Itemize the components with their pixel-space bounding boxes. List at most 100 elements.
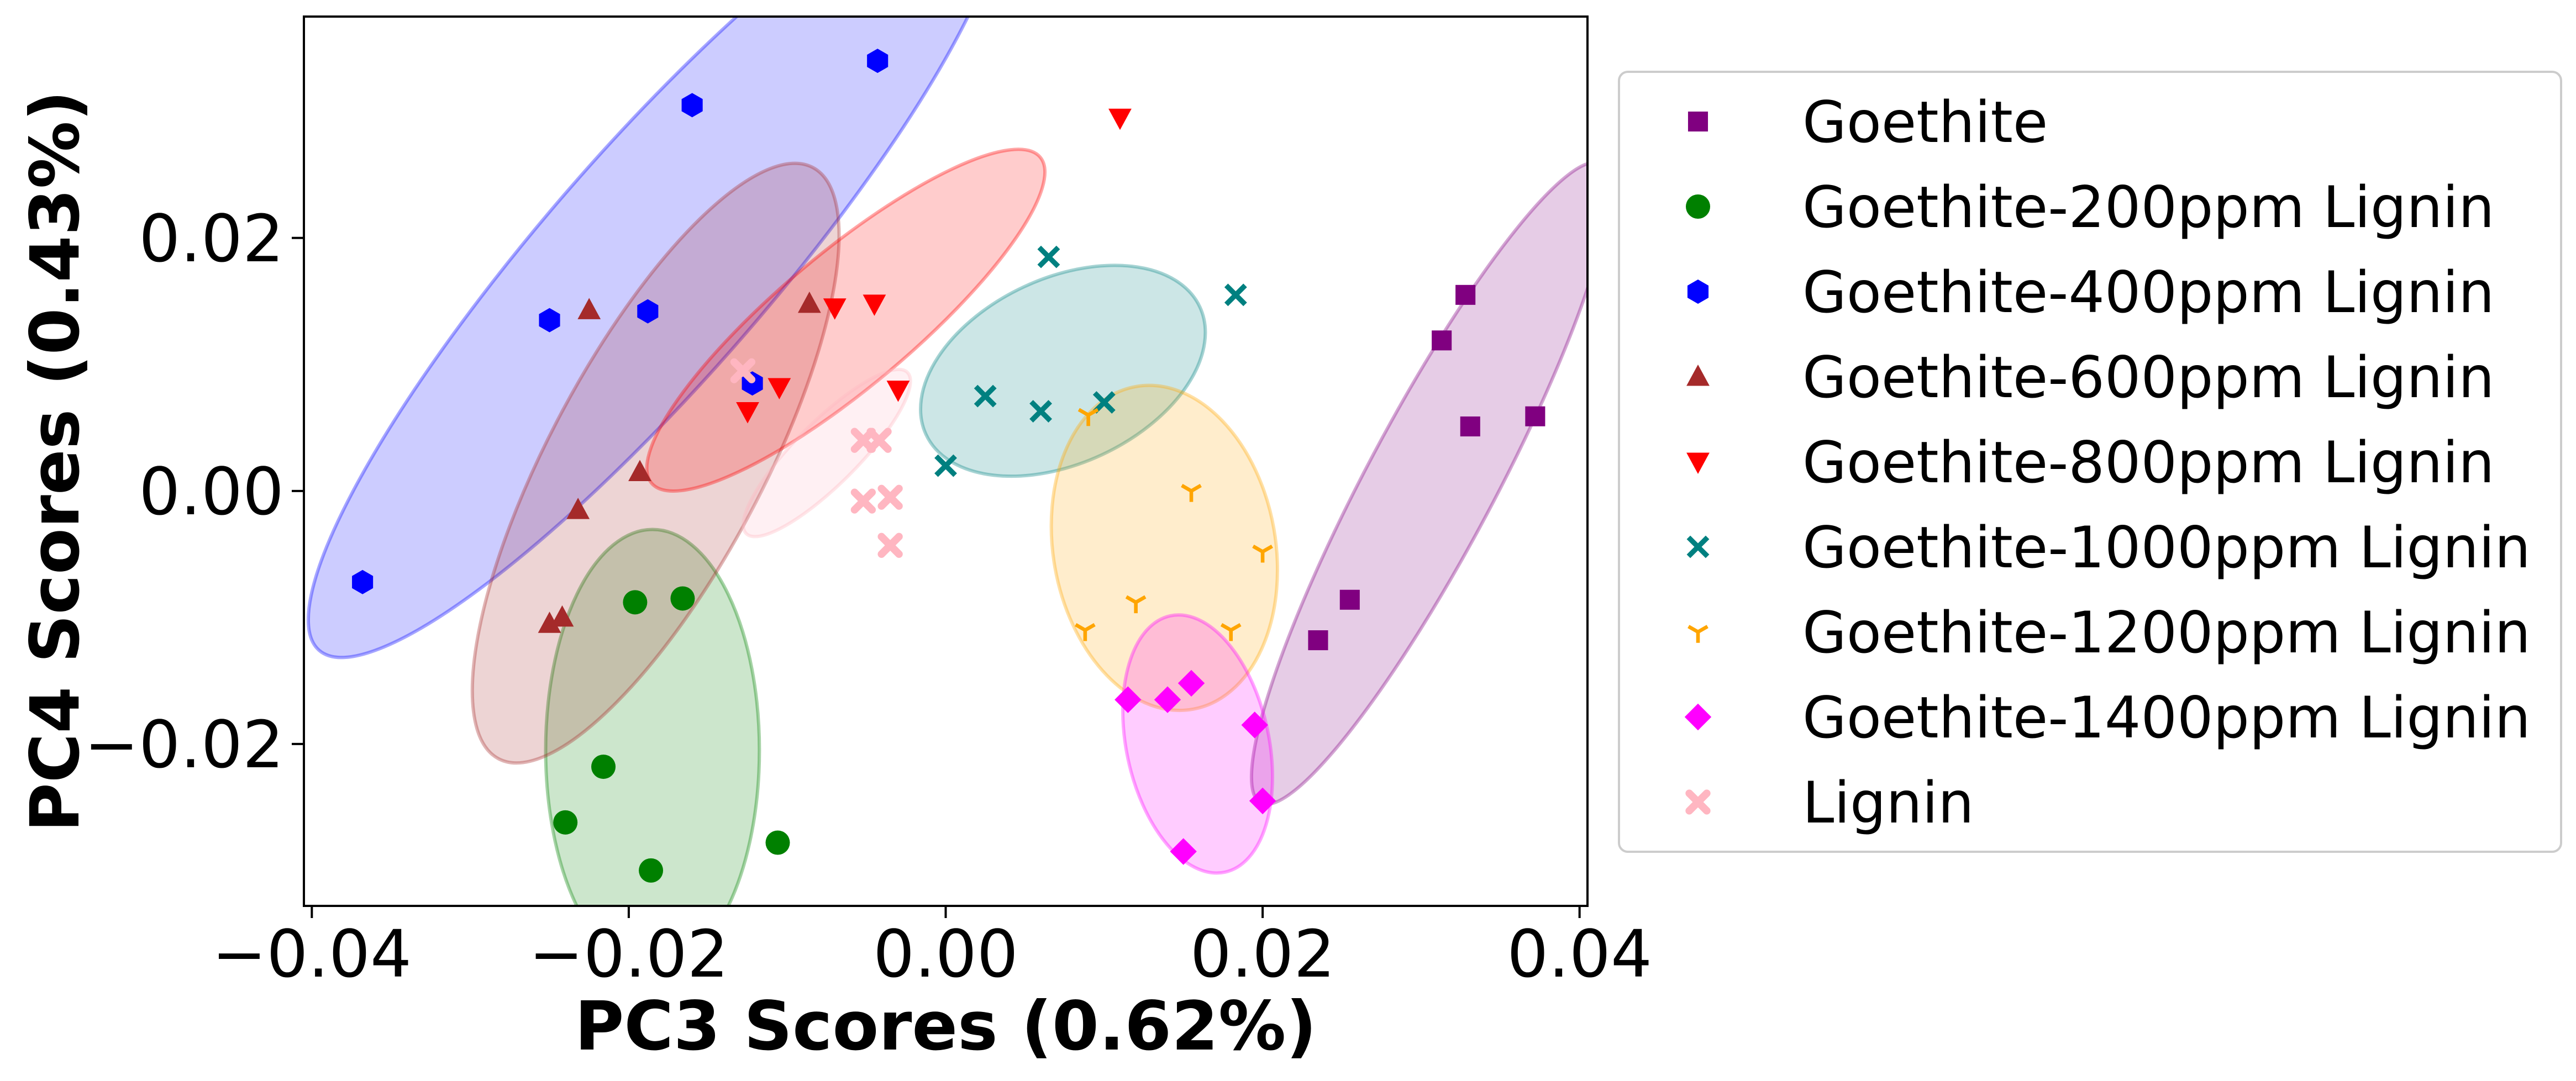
legend-marker-goethite xyxy=(1687,111,1708,132)
point-goethite-600ppm-lignin xyxy=(628,460,651,481)
series-goethite xyxy=(1308,284,1545,651)
point-goethite-1200ppm-lignin xyxy=(1075,623,1096,641)
point-goethite-800ppm-lignin xyxy=(736,402,759,424)
legend-marker-lignin xyxy=(1685,789,1711,815)
point-goethite-600ppm-lignin xyxy=(538,611,561,633)
point-goethite-1000ppm-lignin xyxy=(1224,283,1247,307)
y-tick-label: 0.02 xyxy=(139,201,284,277)
point-goethite-1400ppm-lignin xyxy=(1241,711,1268,739)
point-goethite xyxy=(1339,589,1360,610)
point-goethite-600ppm-lignin xyxy=(566,498,590,519)
point-goethite-400ppm-lignin xyxy=(637,299,659,324)
point-goethite-1200ppm-lignin xyxy=(1125,595,1147,614)
ellipse-goethite-1000ppm-lignin xyxy=(919,263,1207,478)
legend-marker-goethite-200ppm-lignin xyxy=(1686,194,1710,219)
series-goethite-400ppm-lignin xyxy=(352,49,889,594)
point-goethite-600ppm-lignin xyxy=(797,291,821,313)
legend-label-goethite-600ppm-lignin: Goethite-600ppm Lignin xyxy=(1802,345,2494,411)
legend-label-goethite: Goethite xyxy=(1802,89,2048,156)
point-goethite-800ppm-lignin xyxy=(823,298,847,320)
series-goethite-1200ppm-lignin xyxy=(1075,408,1273,641)
legend-item-goethite-800ppm-lignin: Goethite-800ppm Lignin xyxy=(1686,430,2494,496)
point-lignin xyxy=(850,488,876,514)
point-lignin xyxy=(730,358,756,383)
legend-label-lignin: Lignin xyxy=(1802,770,1974,836)
legend-item-goethite-600ppm-lignin: Goethite-600ppm Lignin xyxy=(1686,345,2494,411)
legend-label-goethite-1400ppm-lignin: Goethite-1400ppm Lignin xyxy=(1802,685,2531,751)
point-goethite xyxy=(1432,330,1452,351)
point-goethite xyxy=(1455,284,1476,305)
point-goethite xyxy=(1460,416,1480,437)
point-goethite xyxy=(1525,406,1545,426)
legend-label-goethite-200ppm-lignin: Goethite-200ppm Lignin xyxy=(1802,175,2494,241)
ellipse-goethite-1400ppm-lignin xyxy=(1121,613,1274,875)
legend-item-goethite-1000ppm-lignin: Goethite-1000ppm Lignin xyxy=(1686,515,2531,581)
point-goethite-800ppm-lignin xyxy=(863,294,886,316)
y-axis-ticks: −0.02 0.00 0.02 xyxy=(84,201,304,783)
point-goethite-1400ppm-lignin xyxy=(1177,669,1205,697)
point-goethite-800ppm-lignin xyxy=(886,381,910,402)
legend-marker-goethite-600ppm-lignin xyxy=(1686,365,1710,386)
series-goethite-600ppm-lignin xyxy=(538,291,821,633)
point-goethite-400ppm-lignin xyxy=(539,308,560,333)
point-goethite-400ppm-lignin xyxy=(352,569,374,594)
x-axis-ticks: −0.04 −0.02 0.00 0.02 0.04 xyxy=(212,906,1652,992)
point-goethite-1400ppm-lignin xyxy=(1154,686,1181,713)
point-goethite-1000ppm-lignin xyxy=(934,454,957,477)
x-tick-label: 0.00 xyxy=(873,916,1018,992)
legend-label-goethite-400ppm-lignin: Goethite-400ppm Lignin xyxy=(1802,260,2494,326)
legend-marker-goethite-400ppm-lignin xyxy=(1687,280,1709,304)
legend-marker-goethite-1000ppm-lignin xyxy=(1686,535,1710,558)
scatter-points xyxy=(352,49,1545,883)
point-goethite-1000ppm-lignin xyxy=(1092,391,1116,414)
series-goethite-800ppm-lignin xyxy=(736,108,1132,424)
legend-label-goethite-1200ppm-lignin: Goethite-1200ppm Lignin xyxy=(1802,600,2531,666)
legend-marker-goethite-1200ppm-lignin xyxy=(1687,625,1708,643)
point-goethite-800ppm-lignin xyxy=(1108,108,1132,130)
legend-item-goethite: Goethite xyxy=(1687,89,2048,156)
series-goethite-1000ppm-lignin xyxy=(934,245,1247,477)
point-goethite-200ppm-lignin xyxy=(639,858,664,883)
point-goethite-1200ppm-lignin xyxy=(1252,544,1273,563)
x-tick-label: 0.02 xyxy=(1190,916,1336,992)
point-goethite-200ppm-lignin xyxy=(553,810,578,835)
legend-item-lignin: Lignin xyxy=(1685,770,1974,836)
point-goethite-200ppm-lignin xyxy=(623,590,648,615)
ellipse-goethite-1200ppm-lignin xyxy=(1049,383,1279,713)
point-goethite-1000ppm-lignin xyxy=(974,384,997,408)
x-tick-label: −0.02 xyxy=(529,916,729,992)
point-lignin xyxy=(877,484,903,510)
point-goethite xyxy=(1308,630,1328,651)
series-goethite-200ppm-lignin xyxy=(553,586,790,883)
y-tick-label: 0.00 xyxy=(139,454,284,530)
x-tick-label: 0.04 xyxy=(1507,916,1652,992)
legend: Goethite Goethite-200ppm Lignin Goethite-4… xyxy=(1618,71,2562,853)
legend-box xyxy=(1618,71,2562,853)
point-goethite-1200ppm-lignin xyxy=(1181,484,1202,502)
point-goethite-400ppm-lignin xyxy=(867,49,889,73)
legend-item-goethite-200ppm-lignin: Goethite-200ppm Lignin xyxy=(1686,175,2494,241)
series-lignin xyxy=(730,358,903,558)
point-goethite-1400ppm-lignin xyxy=(1249,787,1276,815)
point-goethite-800ppm-lignin xyxy=(767,378,791,400)
point-lignin xyxy=(877,532,903,558)
y-tick-label: −0.02 xyxy=(84,706,284,783)
point-goethite-1000ppm-lignin xyxy=(1029,400,1052,423)
point-goethite-1000ppm-lignin xyxy=(1037,245,1060,268)
ellipse-lignin xyxy=(742,367,912,539)
ellipse-goethite-400ppm-lignin xyxy=(306,17,1005,660)
legend-item-goethite-1400ppm-lignin: Goethite-1400ppm Lignin xyxy=(1684,685,2531,751)
point-goethite-1400ppm-lignin xyxy=(1114,686,1142,713)
x-axis-label: PC3 Scores (0.62%) xyxy=(575,987,1317,1066)
point-goethite-200ppm-lignin xyxy=(591,755,616,779)
legend-label-goethite-1000ppm-lignin: Goethite-1000ppm Lignin xyxy=(1802,515,2531,581)
y-axis-label: PC4 Scores (0.43%) xyxy=(16,90,94,832)
point-goethite-200ppm-lignin xyxy=(670,586,695,611)
x-tick-label: −0.04 xyxy=(212,916,412,992)
ellipse-goethite-200ppm-lignin xyxy=(544,528,761,906)
point-goethite-400ppm-lignin xyxy=(681,93,703,118)
point-goethite-600ppm-lignin xyxy=(550,605,574,627)
legend-item-goethite-1200ppm-lignin: Goethite-1200ppm Lignin xyxy=(1687,600,2531,666)
